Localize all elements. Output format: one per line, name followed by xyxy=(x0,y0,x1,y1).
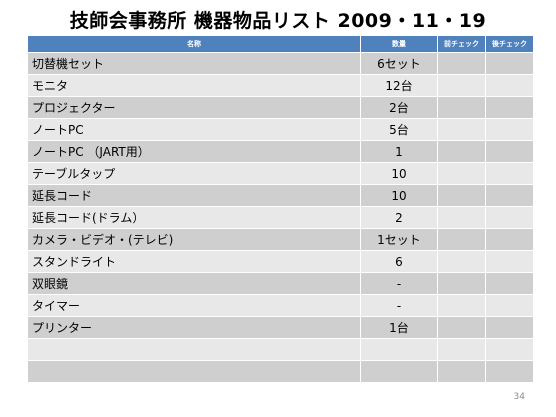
pre-check-cell xyxy=(437,228,486,251)
item-quantity-cell xyxy=(360,360,438,382)
pre-check-cell xyxy=(437,250,486,273)
item-quantity-cell: 1 xyxy=(360,140,438,163)
post-check-cell xyxy=(485,206,534,229)
table-row: ノートPC 5台 xyxy=(27,118,534,141)
table-row: 双眼鏡 - xyxy=(27,272,534,295)
item-name-cell: ノートPC xyxy=(27,118,361,141)
post-check-cell xyxy=(485,74,534,97)
item-name-cell: 双眼鏡 xyxy=(27,272,361,295)
item-name-cell: カメラ・ビデオ・(テレビ) xyxy=(27,228,361,251)
pre-check-cell xyxy=(437,206,486,229)
pre-check-cell xyxy=(437,272,486,295)
item-name-cell: テーブルタップ xyxy=(27,162,361,185)
item-name-cell: プロジェクター xyxy=(27,96,361,119)
header-pre-check: 前チェック xyxy=(437,35,486,53)
item-quantity-cell: 5台 xyxy=(360,118,438,141)
post-check-cell xyxy=(485,96,534,119)
item-name-cell xyxy=(27,338,361,361)
table-row: テーブルタップ 10 xyxy=(27,162,534,185)
table-row: モニタ 12台 xyxy=(27,74,534,97)
pre-check-cell xyxy=(437,316,486,339)
header-name: 名称 xyxy=(27,35,361,53)
item-quantity-cell: 10 xyxy=(360,162,438,185)
table-row: プロジェクター 2台 xyxy=(27,96,534,119)
table-row: スタンドライト 6 xyxy=(27,250,534,273)
item-quantity-cell: - xyxy=(360,294,438,317)
table-row: 延長コード 10 xyxy=(27,184,534,207)
item-quantity-cell: 2台 xyxy=(360,96,438,119)
post-check-cell xyxy=(485,162,534,185)
item-quantity-cell xyxy=(360,338,438,361)
pre-check-cell xyxy=(437,294,486,317)
pre-check-cell xyxy=(437,74,486,97)
table-row: ノートPC （JART用） 1 xyxy=(27,140,534,163)
post-check-cell xyxy=(485,338,534,361)
slide-title: 技師会事務所 機器物品リスト 2009・11・19 xyxy=(69,10,487,32)
item-quantity-cell: - xyxy=(360,272,438,295)
post-check-cell xyxy=(485,140,534,163)
item-name-cell: 延長コード xyxy=(27,184,361,207)
item-name-cell: ノートPC （JART用） xyxy=(27,140,361,163)
table-row xyxy=(27,338,534,361)
item-name-cell: モニタ xyxy=(27,74,361,97)
post-check-cell xyxy=(485,272,534,295)
item-quantity-cell: 6 xyxy=(360,250,438,273)
pre-check-cell xyxy=(437,338,486,361)
item-name-cell: スタンドライト xyxy=(27,250,361,273)
table-header-row: 名称 数量 前チェック 後チェック xyxy=(27,35,534,53)
pre-check-cell xyxy=(437,140,486,163)
item-quantity-cell: 6セット xyxy=(360,52,438,75)
post-check-cell xyxy=(485,228,534,251)
item-quantity-cell: 12台 xyxy=(360,74,438,97)
pre-check-cell xyxy=(437,118,486,141)
item-name-cell: 切替機セット xyxy=(27,52,361,75)
table-row: 延長コード(ドラム） 2 xyxy=(27,206,534,229)
post-check-cell xyxy=(485,184,534,207)
post-check-cell xyxy=(485,52,534,75)
item-quantity-cell: 1台 xyxy=(360,316,438,339)
table-row: 切替機セット 6セット xyxy=(27,52,534,75)
post-check-cell xyxy=(485,118,534,141)
item-name-cell: タイマー xyxy=(27,294,361,317)
item-quantity-cell: 10 xyxy=(360,184,438,207)
item-name-cell: 延長コード(ドラム） xyxy=(27,206,361,229)
item-quantity-cell: 2 xyxy=(360,206,438,229)
header-quantity: 数量 xyxy=(360,35,438,53)
table-row xyxy=(27,360,534,382)
header-post-check: 後チェック xyxy=(485,35,534,53)
pre-check-cell xyxy=(437,52,486,75)
item-name-cell xyxy=(27,360,361,382)
post-check-cell xyxy=(485,316,534,339)
table-row: プリンター 1台 xyxy=(27,316,534,339)
item-name-cell: プリンター xyxy=(27,316,361,339)
table-row: カメラ・ビデオ・(テレビ) 1セット xyxy=(27,228,534,251)
equipment-table: 名称 数量 前チェック 後チェック 切替機セット 6セット モニタ 12台 プロジェクタ… xyxy=(27,35,534,382)
pre-check-cell xyxy=(437,96,486,119)
pre-check-cell xyxy=(437,360,486,382)
post-check-cell xyxy=(485,294,534,317)
table-row: タイマー - xyxy=(27,294,534,317)
post-check-cell xyxy=(485,250,534,273)
pre-check-cell xyxy=(437,162,486,185)
post-check-cell xyxy=(485,360,534,382)
page-number: 34 xyxy=(513,392,525,402)
item-quantity-cell: 1セット xyxy=(360,228,438,251)
pre-check-cell xyxy=(437,184,486,207)
